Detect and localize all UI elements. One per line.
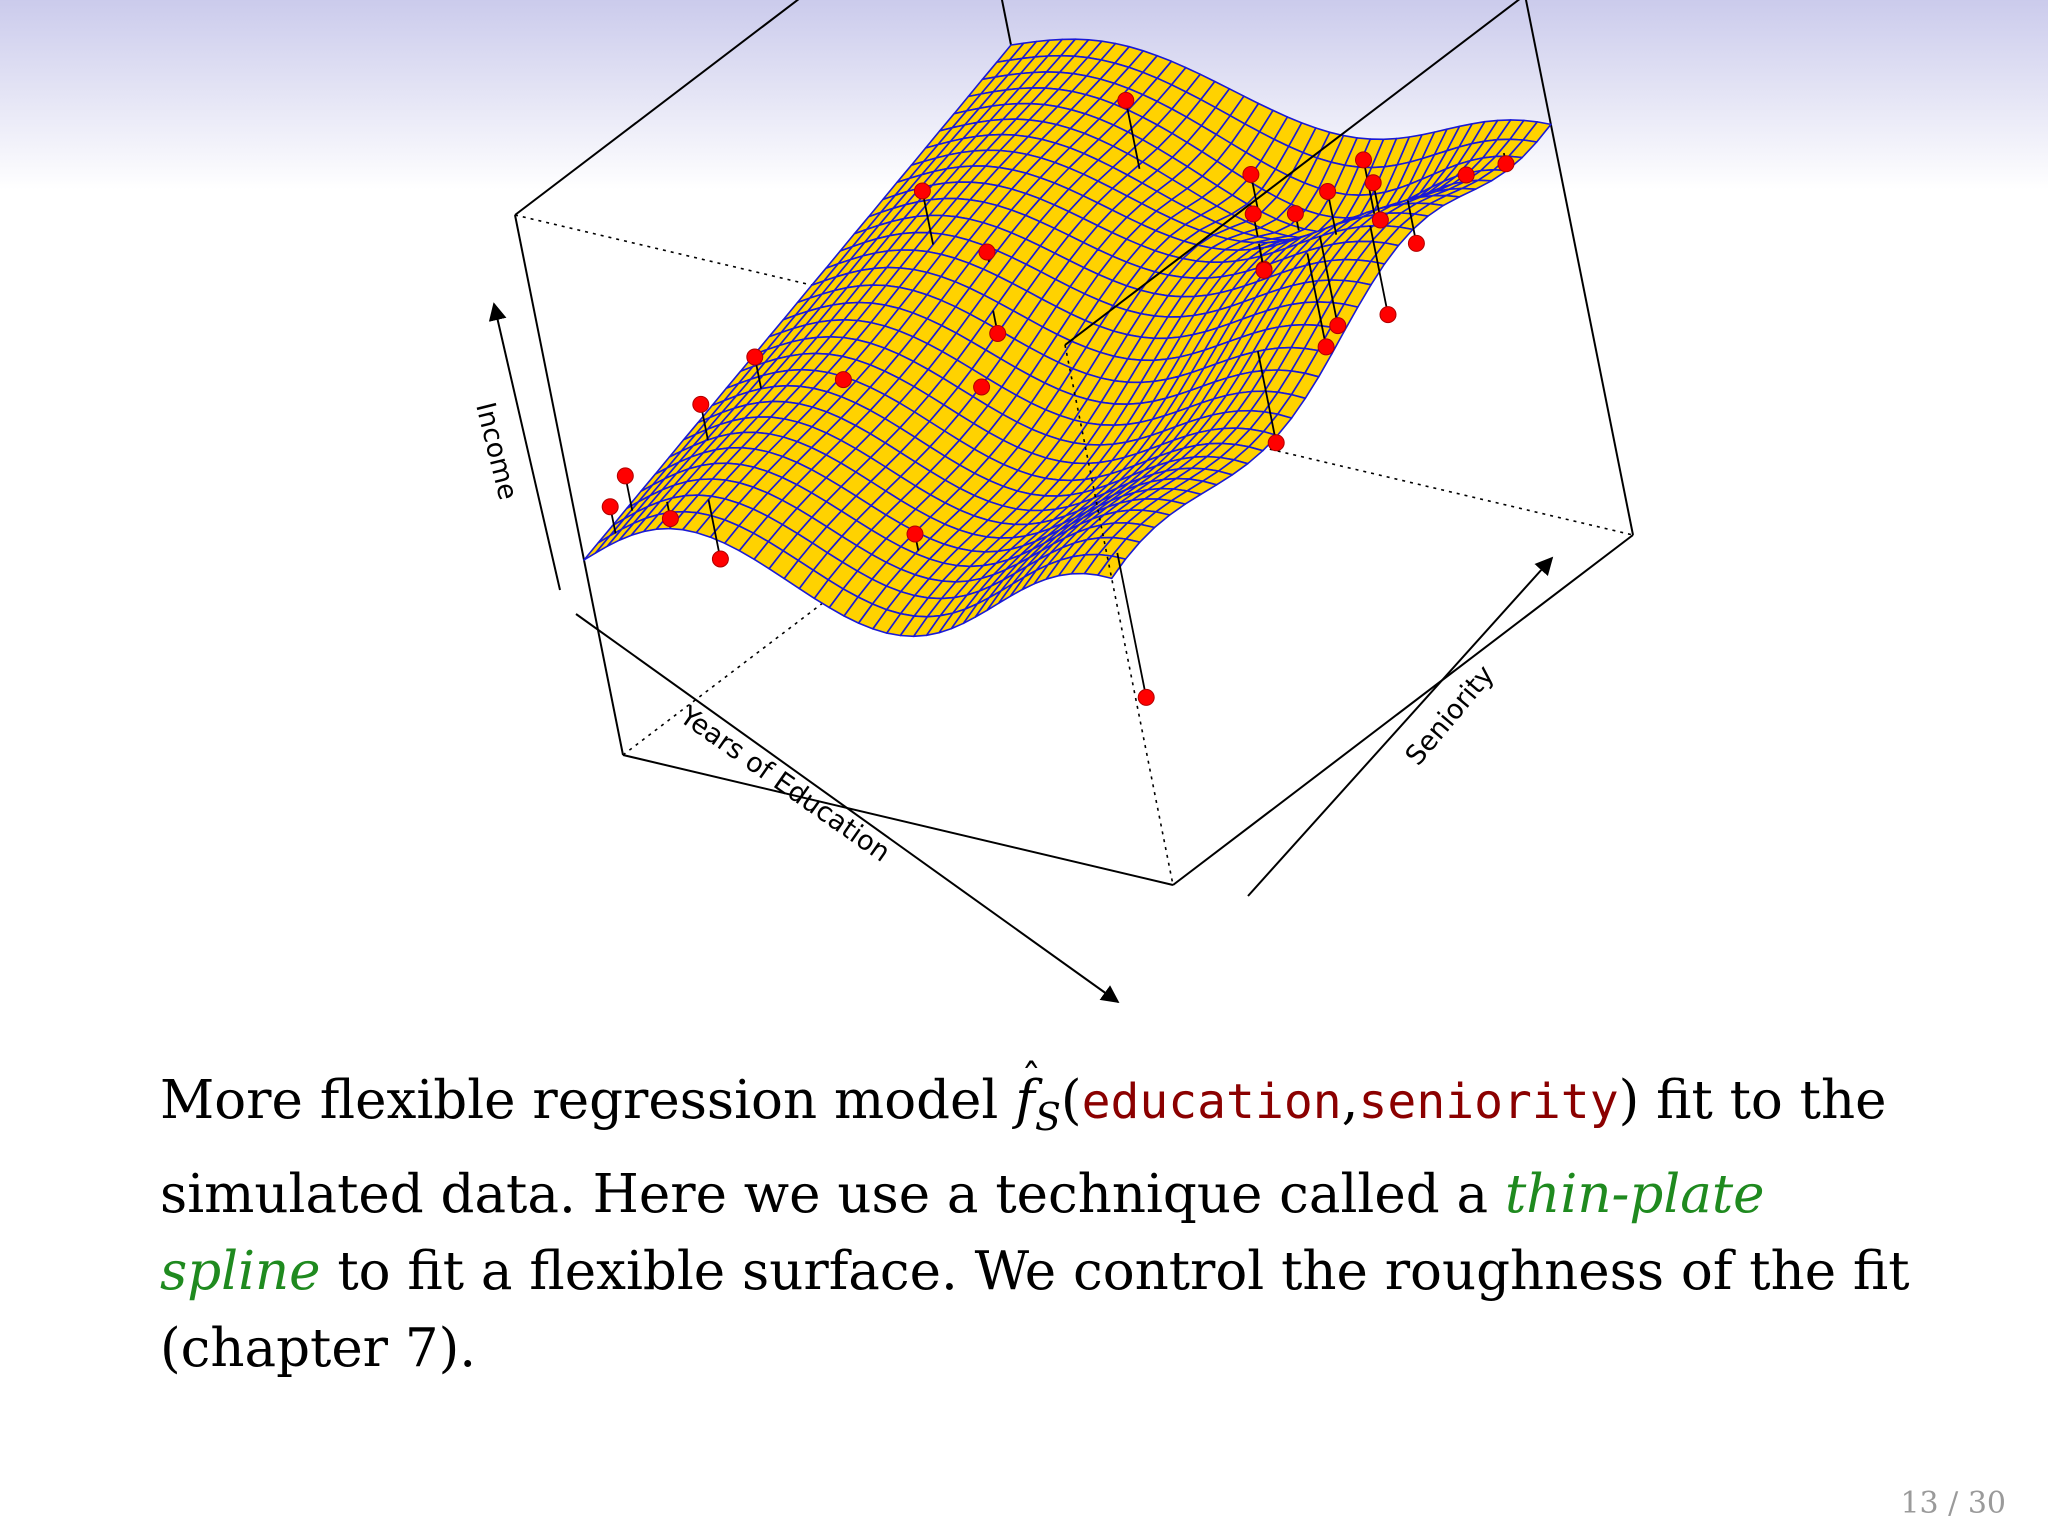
data-point — [1457, 166, 1475, 184]
x-axis-label: Years of Education — [673, 700, 895, 869]
data-point — [1355, 151, 1372, 169]
data-point — [1267, 434, 1285, 452]
caption-text-3: to fit a flexible surface. We control th… — [160, 1241, 1910, 1379]
data-point — [692, 395, 710, 413]
emphasis-thin-plate-spline: thin-plate spline — [160, 1164, 1765, 1302]
residual-stem — [1116, 552, 1148, 698]
slide-caption: More flexible regression model ˆ fS(educa… — [160, 1057, 1920, 1387]
residual-stem — [1306, 253, 1327, 348]
data-point — [1244, 205, 1262, 223]
residual-stem — [1369, 225, 1389, 315]
box-edge-bottom-back — [1082, 404, 1634, 536]
data-point — [601, 498, 619, 516]
code-seniority: seniority — [1358, 1074, 1619, 1130]
caption-text-2: ) fit to the simulated data. Here we use… — [160, 1070, 1887, 1225]
data-point — [1319, 183, 1337, 200]
data-point — [978, 243, 996, 261]
data-point — [973, 378, 991, 396]
residual-stem — [1124, 100, 1141, 169]
hat-mark: ˆ — [1021, 1057, 1042, 1103]
thin-plate-spline-3d-chart: Income Years of Education Seniority — [469, 0, 1634, 1004]
caption-text-1: More flexible regression model — [160, 1070, 1016, 1131]
residual-stem — [707, 499, 722, 560]
box-edge-front-vertical — [1064, 344, 1174, 886]
data-point — [989, 325, 1007, 342]
y-axis-label: Seniority — [1400, 660, 1501, 772]
data-point — [711, 550, 729, 568]
data-point — [906, 525, 924, 543]
subscript-s: S — [1034, 1095, 1061, 1139]
x-axis-arrow — [575, 613, 1120, 1004]
data-point — [913, 182, 931, 200]
data-point — [1117, 91, 1135, 109]
box-edge-top-left — [514, 0, 800, 216]
data-point — [1317, 338, 1335, 356]
residual-stem — [921, 190, 934, 245]
box-edge-right-vertical — [1524, 0, 1634, 536]
data-point — [616, 467, 634, 485]
data-point — [834, 371, 852, 389]
data-point — [1379, 306, 1397, 324]
axis-arrows — [488, 302, 1554, 1004]
y-axis-arrow — [1247, 556, 1554, 897]
data-point — [1407, 234, 1425, 252]
observation-points — [601, 91, 1515, 706]
data-point — [1255, 261, 1273, 279]
box-edge-top-front — [514, 214, 1066, 346]
f-symbol: f — [1015, 1070, 1035, 1131]
data-point — [1137, 688, 1155, 706]
code-education: education — [1081, 1074, 1342, 1130]
data-point — [1371, 211, 1389, 229]
box-edge-bottom-right — [1172, 534, 1634, 886]
data-point — [1364, 174, 1382, 192]
residual-stem — [1319, 236, 1339, 326]
comma: , — [1341, 1070, 1359, 1131]
z-axis-label: Income — [469, 399, 523, 503]
box-edge-top-right — [1064, 0, 1521, 346]
z-axis-arrow — [488, 302, 561, 591]
data-point — [1329, 317, 1347, 335]
data-point — [1497, 155, 1515, 173]
page-number: 13 / 30 — [1900, 1486, 2006, 1521]
open-paren: ( — [1060, 1070, 1082, 1131]
plot-box-front-edges — [622, 0, 1634, 886]
data-point — [661, 510, 679, 528]
fitted-surface — [583, 38, 1552, 638]
box-edge-bottom-front — [622, 754, 1174, 886]
box-edge-left-vertical — [514, 214, 624, 756]
data-point — [1242, 166, 1260, 183]
data-point — [746, 348, 764, 366]
data-point — [1286, 205, 1304, 223]
residual-stem — [1256, 350, 1278, 443]
